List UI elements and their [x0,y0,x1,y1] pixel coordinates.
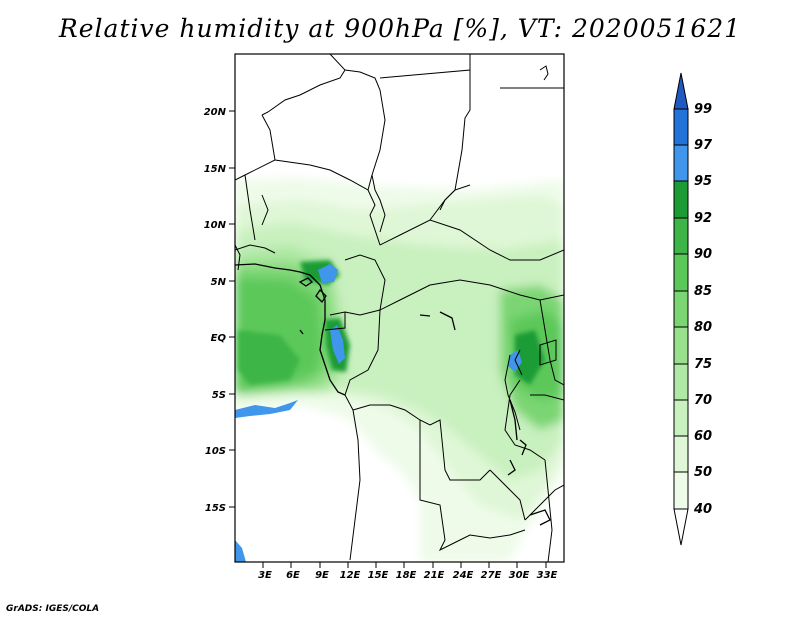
colorbar-label-70: 70 [694,393,712,408]
humidity-region-95-cameroon [318,264,338,283]
latitude-axis: 20N 15N 10N 5N EQ 5S 10S 15S [204,107,235,514]
colorbar-segment-70-75 [673,363,689,401]
lon-label-33e: 33E [537,570,558,581]
colorbar-label-60: 60 [694,429,712,444]
humidity-region-92c [515,330,545,385]
colorbar-segment-50-60 [673,435,689,473]
lon-label-12e: 12E [340,570,361,581]
colorbar-label-40: 40 [693,502,712,517]
lon-label-3e: 3E [258,570,272,581]
colorbar-segment-60-70 [673,399,689,437]
colorbar-segment-90-92 [673,217,689,255]
map-frame-border [234,53,565,563]
colorbar-segment-80-85 [673,290,689,328]
colorbar-labels: 40 50 60 70 75 80 85 90 92 95 97 99 [693,102,713,517]
colorbar-label-95: 95 [694,174,712,189]
lat-label-20n: 20N [204,107,227,118]
colorbar-label-50: 50 [694,465,712,480]
colorbar-segment-above-99 [673,72,689,110]
colorbar-label-90: 90 [694,247,712,262]
colorbar-label-75: 75 [694,357,712,372]
humidity-field [235,54,564,562]
lon-label-9e: 9E [315,570,329,581]
colorbar-label-99: 99 [694,102,712,117]
colorbar-label-80: 80 [694,320,712,335]
lon-label-18e: 18E [396,570,417,581]
lat-label-eq: EQ [211,333,227,344]
map-title: Relative humidity at 900hPa [%], VT: 202… [58,14,742,43]
lon-label-15e: 15E [368,570,389,581]
grads-credit: GrADS: IGES/COLA [6,604,100,614]
lon-label-24e: 24E [453,570,474,581]
colorbar-segment-95-97 [673,144,689,182]
colorbar-label-85: 85 [694,284,712,299]
humidity-region-95-coast [235,400,298,418]
longitude-axis: 3E 6E 9E 12E 15E 18E 21E 24E 27E 30E 33E [258,562,558,581]
colorbar-segment-75-80 [673,326,689,365]
country-boundaries [235,54,564,562]
lon-label-21e: 21E [424,570,445,581]
lat-label-15n: 15N [204,164,227,175]
colorbar-segment-40-50 [673,471,689,510]
lon-label-30e: 30E [509,570,530,581]
lon-label-27e: 27E [481,570,502,581]
coastlines [235,263,551,526]
lon-label-6e: 6E [286,570,300,581]
colorbar-segment-92-95 [673,180,689,219]
lat-label-10n: 10N [204,220,227,231]
lat-label-10s: 10S [205,446,226,457]
colorbar-segment-85-90 [673,253,689,292]
humidity-region-95-sw [235,540,246,562]
humidity-region-90 [238,330,300,385]
colorbar-segment-below-40 [673,508,689,546]
colorbar [673,72,689,546]
colorbar-segment-97-99 [673,108,689,146]
lat-label-5n: 5N [211,277,227,288]
lat-label-5s: 5S [212,390,226,401]
colorbar-label-97: 97 [694,138,713,153]
colorbar-label-92: 92 [694,211,712,226]
humidity-region-95-gabon [330,325,345,364]
lat-label-15s: 15S [205,503,226,514]
